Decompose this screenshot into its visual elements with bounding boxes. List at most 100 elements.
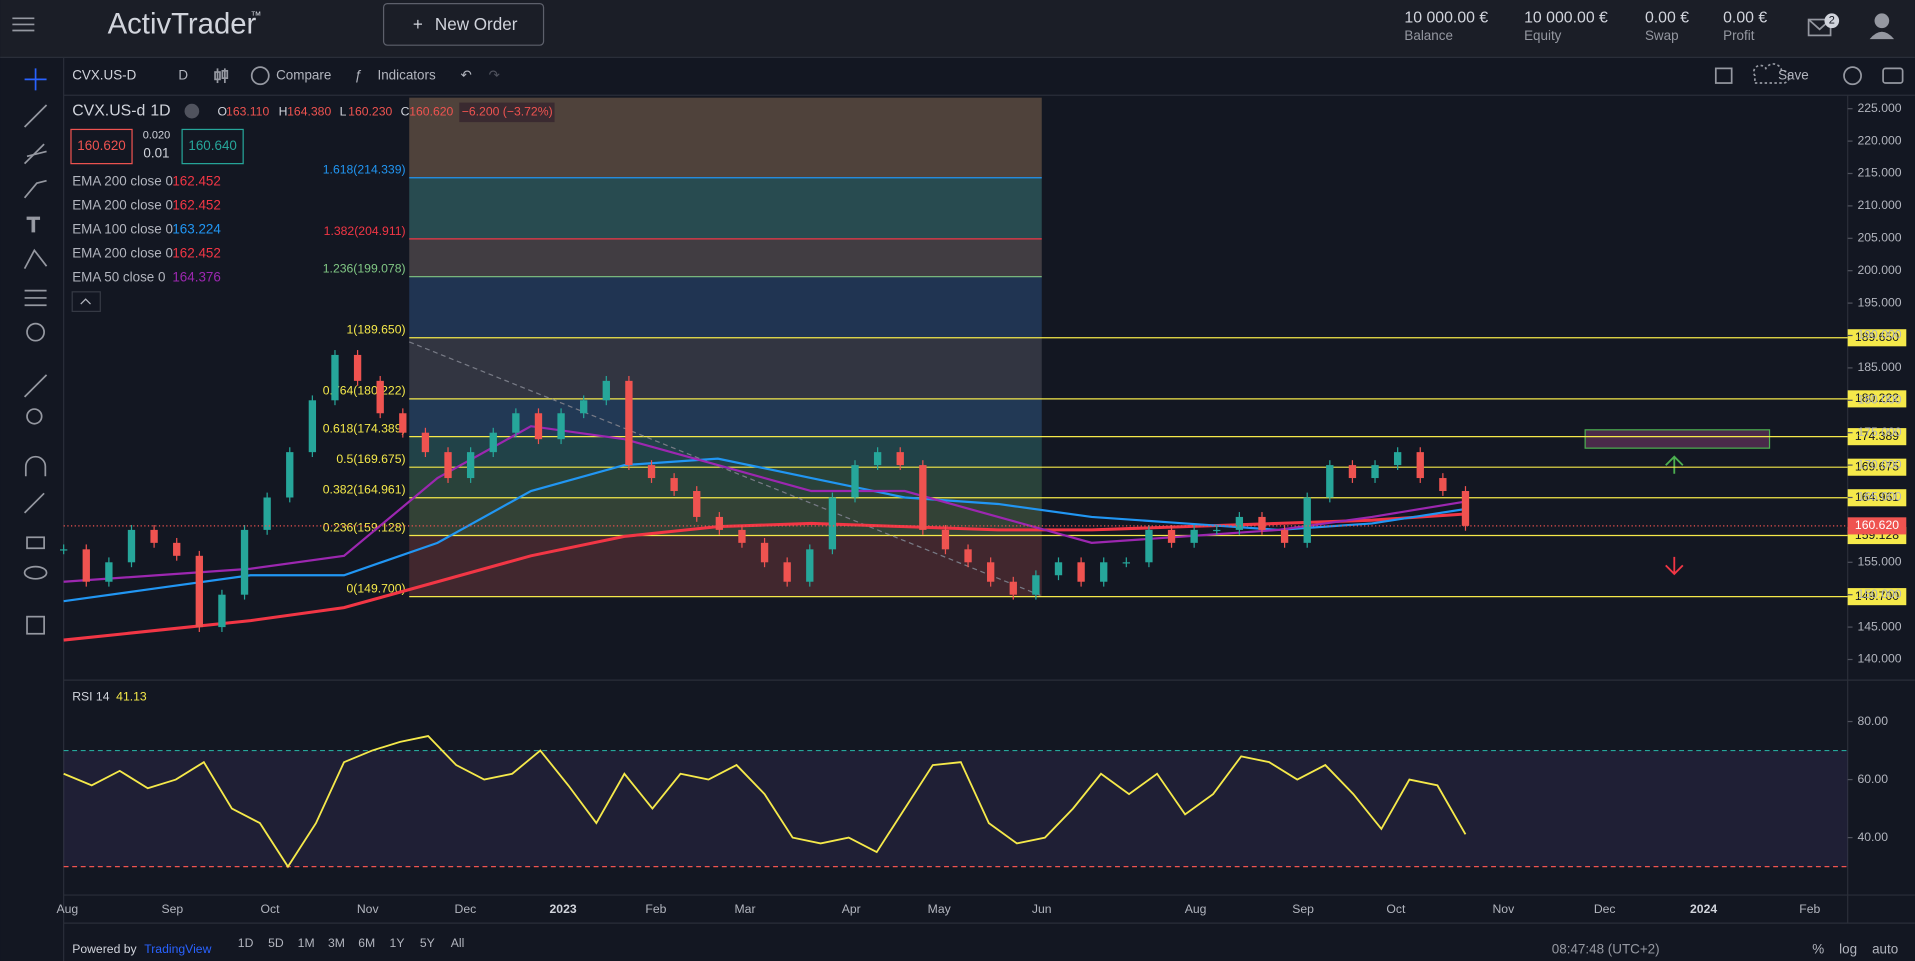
candle-body <box>1010 582 1017 595</box>
buy-price[interactable]: 160.640 <box>188 138 237 153</box>
fib-label: 1.382(204.911) <box>324 224 406 238</box>
ohlc-value: 164.380 <box>287 105 331 119</box>
candle-body <box>1236 517 1243 530</box>
stat-label: Profit <box>1723 28 1755 43</box>
x-tick-label: Apr <box>842 902 861 916</box>
y-tick-label: 40.00 <box>1857 830 1888 844</box>
candle-body <box>1032 575 1039 594</box>
y-tick-label: 185.000 <box>1857 360 1901 374</box>
candle-body <box>286 452 293 497</box>
y-tick-label: 200.000 <box>1857 263 1901 277</box>
range-button[interactable]: 6M <box>358 936 375 950</box>
undo[interactable]: ↶ <box>461 67 472 82</box>
candle-body <box>1439 478 1446 491</box>
candle-body <box>919 465 926 530</box>
y-tick-label: 155.000 <box>1857 555 1901 569</box>
candle-body <box>1055 562 1062 575</box>
candle-body <box>557 413 564 439</box>
legend-change: −6.200 (−3.72%) <box>462 105 553 119</box>
y-tick-label: 165.000 <box>1857 490 1901 504</box>
fib-label: 0.382(164.961) <box>323 483 406 497</box>
current-price-label: 160.620 <box>1855 518 1899 532</box>
x-tick-label: Dec <box>1594 902 1616 916</box>
range-button[interactable]: 1M <box>298 936 315 950</box>
fib-zone <box>409 467 1042 498</box>
y-tick-label: 225.000 <box>1857 101 1901 115</box>
legend-toggle[interactable] <box>185 104 200 119</box>
range-button[interactable]: 5Y <box>420 936 435 950</box>
fx-icon[interactable]: ƒ <box>354 67 361 82</box>
stat-value: 10 000.00 € <box>1404 10 1488 27</box>
candle-body <box>399 413 406 432</box>
candle-body <box>309 400 316 452</box>
fib-zone <box>409 239 1042 277</box>
fib-label: 1.236(199.078) <box>323 262 406 276</box>
candle-body <box>761 543 768 562</box>
datetime: 08:47:48 (UTC+2) <box>1552 942 1660 957</box>
redo: ↷ <box>489 67 500 82</box>
header-bar <box>0 0 1915 57</box>
y-tick-label: 210.000 <box>1857 198 1901 212</box>
toolbar-symbol[interactable]: CVX.US-D <box>72 67 136 82</box>
indicator-value: 164.376 <box>172 270 221 285</box>
fib-zone <box>409 277 1042 338</box>
range-button[interactable]: 3M <box>328 936 345 950</box>
percent-toggle[interactable]: % <box>1812 942 1824 957</box>
compare-button[interactable]: Compare <box>276 67 331 82</box>
candle-body <box>693 491 700 517</box>
brand[interactable]: TradingView <box>144 942 211 956</box>
candle-body <box>1326 465 1333 497</box>
fib-label: 0.236(159.128) <box>323 520 406 534</box>
rsi-band <box>64 751 1848 867</box>
avatar-head[interactable] <box>1875 13 1890 28</box>
candle-body <box>1394 452 1401 465</box>
ohlc-value: 163.110 <box>226 105 269 119</box>
y-tick-label: 145.000 <box>1857 619 1901 633</box>
candle-body <box>377 381 384 413</box>
candle-body <box>83 549 90 581</box>
save-button[interactable]: Save <box>1778 67 1809 82</box>
x-tick-label: Aug <box>1185 902 1207 916</box>
y-tick-label: 215.000 <box>1857 166 1901 180</box>
candle-body <box>1168 530 1175 543</box>
x-tick-label: Oct <box>261 902 281 916</box>
rsi-value: 41.13 <box>116 689 147 703</box>
range-button[interactable]: 1D <box>238 936 254 950</box>
toolbar-interval[interactable]: D <box>178 67 188 82</box>
range-button[interactable]: 5D <box>268 936 284 950</box>
candle-body <box>806 549 813 581</box>
candle-body <box>128 530 135 562</box>
candle-body <box>1304 497 1311 542</box>
candle-body <box>1190 530 1197 543</box>
candle-body <box>987 562 994 581</box>
indicators-button[interactable]: Indicators <box>377 67 435 82</box>
candle-body <box>490 433 497 452</box>
stat-value: 10 000.00 € <box>1524 10 1608 27</box>
candle-body <box>173 543 180 556</box>
sell-price[interactable]: 160.620 <box>77 138 126 153</box>
indicator-value: 163.224 <box>172 222 221 237</box>
y-tick-label: 80.00 <box>1857 714 1888 728</box>
candle-body <box>897 452 904 465</box>
stat-label: Balance <box>1404 28 1453 43</box>
y-tick-label: 170.000 <box>1857 457 1901 471</box>
ohlc-key: L <box>340 105 347 119</box>
y-tick-label: 150.000 <box>1857 587 1901 601</box>
target-box <box>1585 430 1769 448</box>
x-tick-label: Sep <box>161 902 183 916</box>
candle-body <box>625 381 632 465</box>
candle-body <box>354 355 361 381</box>
candle-body <box>851 465 858 497</box>
new-order-label[interactable]: New Order <box>435 15 518 34</box>
auto-toggle[interactable]: auto <box>1872 942 1898 957</box>
candle-body <box>535 413 542 439</box>
range-button[interactable]: All <box>451 936 465 950</box>
stat-label: Equity <box>1524 28 1562 43</box>
indicator-value: 162.452 <box>172 173 221 188</box>
candle-body <box>1281 530 1288 543</box>
indicator-name: EMA 200 close 0 <box>72 198 173 213</box>
range-button[interactable]: 1Y <box>390 936 405 950</box>
log-toggle[interactable]: log <box>1839 942 1857 957</box>
legend-interval: 1D <box>150 102 170 119</box>
